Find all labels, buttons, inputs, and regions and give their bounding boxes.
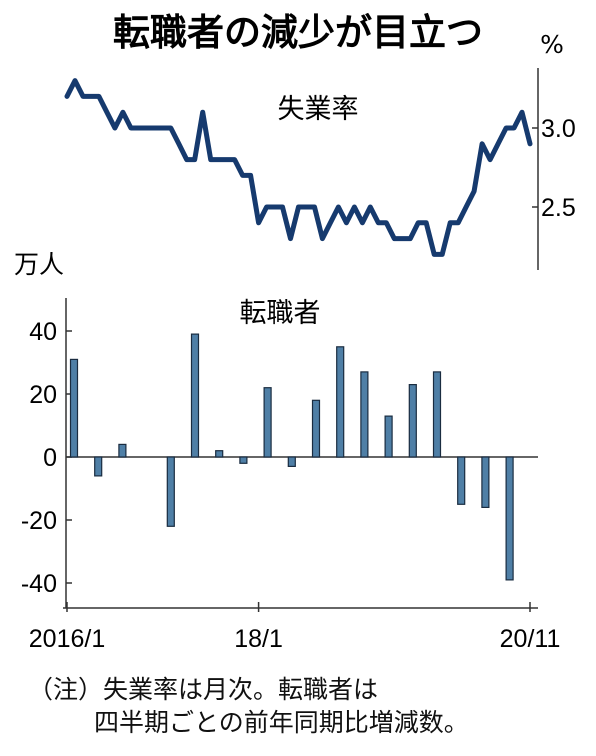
x-tick-label: 2016/1 (29, 625, 105, 653)
bar (239, 456, 248, 464)
bar (505, 456, 514, 581)
bar-tick-label: 0 (43, 444, 57, 472)
bar (408, 384, 417, 458)
rate-series-label: 失業率 (278, 94, 359, 125)
bar (190, 333, 200, 458)
note-line-1: （注）失業率は月次。転職者は (28, 675, 379, 704)
bar (432, 371, 442, 458)
bar (336, 346, 345, 458)
bar-series-label: 転職者 (240, 298, 321, 329)
bar-tick-label: -20 (21, 507, 57, 535)
note-line-2: 四半期ごとの前年同期比増減数。 (94, 708, 469, 737)
bar (94, 456, 103, 477)
bar (481, 456, 490, 509)
bar (118, 443, 127, 458)
rate-unit-label: % (540, 30, 564, 59)
chart-title: 転職者の減少が目立つ (113, 11, 483, 54)
bar-tick-label: -40 (21, 570, 57, 598)
rate-tick-label: 2.5 (541, 194, 576, 222)
x-tick-label: 20/11 (500, 625, 561, 653)
bar (384, 415, 393, 458)
bar (263, 387, 272, 458)
bar-panel: 万人 転職者 40 20 0 -20 -40 2016/1 18/1 20/11 (14, 250, 560, 653)
bar (215, 450, 224, 458)
rate-line (64, 78, 533, 257)
bar (166, 456, 175, 527)
bar (311, 399, 321, 458)
bar (360, 371, 369, 458)
rate-panel: % 失業率 3.0 2.5 (64, 30, 576, 270)
bar-unit-label: 万人 (14, 250, 64, 279)
bar-tick-label: 40 (29, 318, 57, 346)
x-tick-label: 18/1 (234, 625, 283, 653)
bar (69, 358, 79, 458)
bar-tick-label: 20 (29, 381, 57, 409)
bar (287, 456, 296, 467)
bar (457, 456, 466, 505)
rate-tick-label: 3.0 (541, 115, 576, 143)
